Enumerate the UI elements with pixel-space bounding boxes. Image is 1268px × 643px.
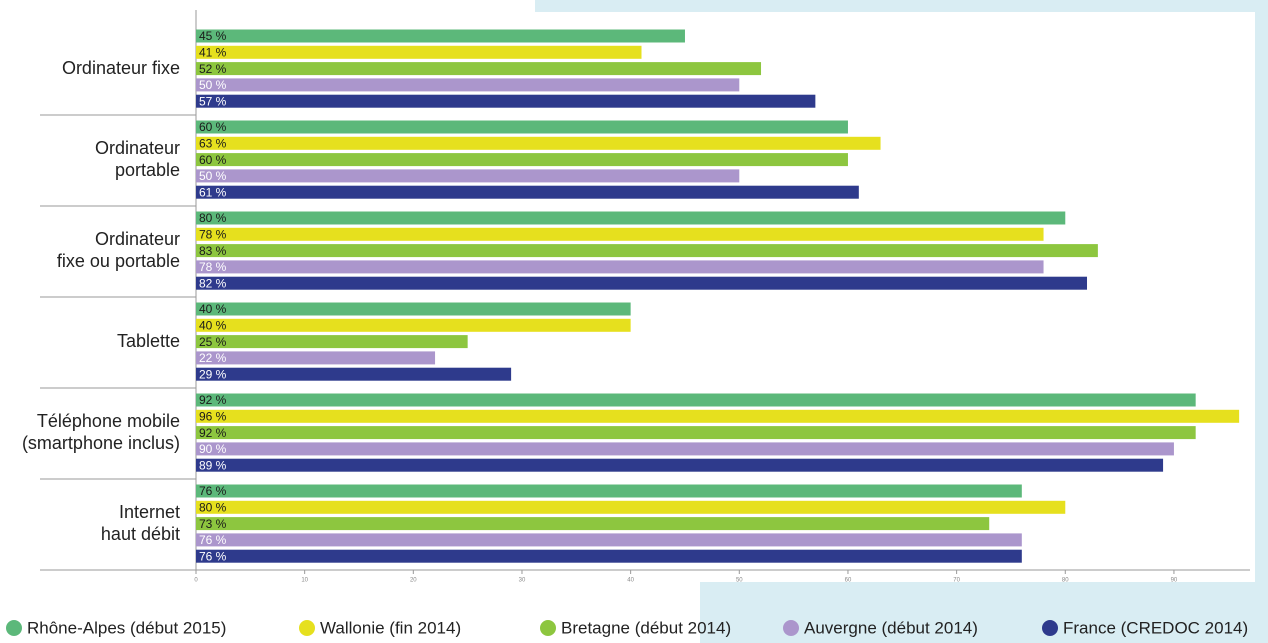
bar — [196, 227, 1044, 241]
plot-panel-top — [0, 0, 535, 12]
category-label: portable — [115, 160, 180, 180]
value-label: 50 % — [199, 169, 227, 183]
bar — [196, 244, 1098, 258]
bar — [196, 318, 631, 332]
value-label: 78 % — [199, 227, 227, 241]
legend-swatch — [783, 620, 799, 636]
value-label: 76 % — [199, 484, 227, 498]
bar — [196, 533, 1022, 547]
x-tick-label: 10 — [301, 578, 308, 584]
value-label: 90 % — [199, 442, 227, 456]
value-label: 45 % — [199, 29, 227, 43]
legend-panel — [0, 582, 700, 643]
bar — [196, 458, 1164, 472]
bar — [196, 120, 848, 134]
bar — [196, 62, 762, 76]
bar — [196, 484, 1022, 498]
legend-label: Auvergne (début 2014) — [804, 618, 978, 637]
x-tick-label: 90 — [1171, 578, 1178, 584]
value-label: 60 % — [199, 120, 227, 134]
value-label: 29 % — [199, 367, 227, 381]
x-tick-label: 30 — [519, 578, 526, 584]
legend-label: Rhône-Alpes (début 2015) — [27, 618, 226, 637]
legend-label: Wallonie (fin 2014) — [320, 618, 461, 637]
bar — [196, 136, 881, 150]
x-tick-label: 0 — [194, 578, 198, 584]
x-tick-label: 40 — [627, 578, 634, 584]
value-label: 73 % — [199, 517, 227, 531]
value-label: 89 % — [199, 458, 227, 472]
bar — [196, 185, 859, 199]
value-label: 78 % — [199, 260, 227, 274]
legend-label: France (CREDOC 2014) — [1063, 618, 1248, 637]
legend-swatch — [540, 620, 556, 636]
category-label: fixe ou portable — [57, 251, 180, 271]
value-label: 25 % — [199, 335, 227, 349]
value-label: 82 % — [199, 276, 227, 290]
bar — [196, 45, 642, 59]
legend-swatch — [6, 620, 22, 636]
bar — [196, 442, 1174, 456]
value-label: 50 % — [199, 78, 227, 92]
bar — [196, 517, 990, 531]
value-label: 61 % — [199, 185, 227, 199]
value-label: 60 % — [199, 153, 227, 167]
bar — [196, 549, 1022, 563]
value-label: 83 % — [199, 244, 227, 258]
value-label: 22 % — [199, 351, 227, 365]
category-label: Téléphone mobile — [37, 411, 180, 431]
value-label: 92 % — [199, 426, 227, 440]
x-tick-label: 20 — [410, 578, 417, 584]
bar — [196, 351, 436, 365]
category-label: Ordinateur fixe — [62, 58, 180, 78]
category-label: Ordinateur — [95, 138, 180, 158]
value-label: 40 % — [199, 318, 227, 332]
bar — [196, 276, 1088, 290]
bar — [196, 153, 848, 167]
category-label: (smartphone inclus) — [22, 433, 180, 453]
x-tick-label: 50 — [736, 578, 743, 584]
value-label: 52 % — [199, 62, 227, 76]
bar — [196, 211, 1066, 225]
legend-label: Bretagne (début 2014) — [561, 618, 731, 637]
bar — [196, 29, 685, 43]
bar — [196, 169, 740, 183]
value-label: 76 % — [199, 549, 227, 563]
bar — [196, 409, 1240, 423]
value-label: 96 % — [199, 409, 227, 423]
x-tick-label: 80 — [1062, 578, 1069, 584]
bar — [196, 302, 631, 316]
value-label: 41 % — [199, 45, 227, 59]
legend-swatch — [299, 620, 315, 636]
bar — [196, 426, 1196, 440]
bar — [196, 94, 816, 108]
category-label: Ordinateur — [95, 229, 180, 249]
value-label: 63 % — [199, 136, 227, 150]
value-label: 57 % — [199, 94, 227, 108]
bar — [196, 367, 512, 381]
value-label: 80 % — [199, 500, 227, 514]
bar — [196, 78, 740, 92]
bar — [196, 393, 1196, 407]
bar — [196, 335, 468, 349]
legend-swatch — [1042, 620, 1058, 636]
category-label: haut débit — [101, 524, 180, 544]
x-tick-label: 70 — [953, 578, 960, 584]
x-tick-label: 60 — [845, 578, 852, 584]
value-label: 80 % — [199, 211, 227, 225]
category-label: Tablette — [117, 331, 180, 351]
bar — [196, 500, 1066, 514]
bar — [196, 260, 1044, 274]
category-label: Internet — [119, 502, 180, 522]
value-label: 76 % — [199, 533, 227, 547]
value-label: 40 % — [199, 302, 227, 316]
value-label: 92 % — [199, 393, 227, 407]
